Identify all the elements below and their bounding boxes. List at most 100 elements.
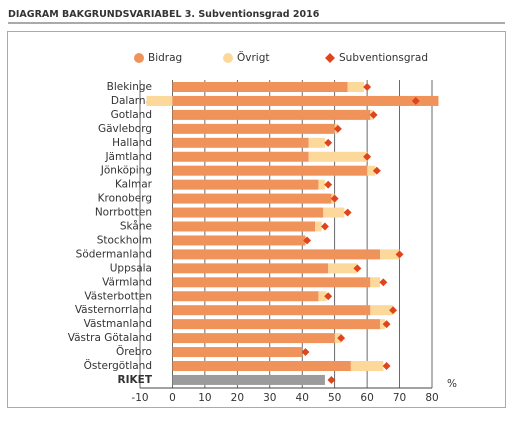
x-tick-label: -10 — [131, 392, 148, 404]
y-tick-label: RIKET — [118, 374, 153, 386]
y-tick-label: Kalmar — [115, 179, 153, 191]
y-tick-label: Jönköping — [100, 165, 152, 177]
bar — [315, 221, 322, 232]
x-tick-label: 0 — [169, 392, 176, 404]
marker — [324, 292, 333, 301]
bar — [370, 277, 381, 288]
y-tick-label: Östergötland — [84, 359, 152, 372]
chart-title-label: DIAGRAM BAKGRUNDSVARIABEL 3. Subventions… — [8, 9, 320, 20]
bar — [172, 374, 325, 385]
x-tick-label: 80 — [425, 392, 438, 404]
bar — [308, 151, 368, 162]
marker — [389, 306, 398, 315]
marker — [353, 264, 362, 273]
x-tick-label: 20 — [231, 392, 244, 404]
bar — [172, 123, 335, 134]
bar — [318, 179, 325, 190]
y-tick-label: Södermanland — [76, 248, 152, 260]
marker — [327, 375, 336, 384]
x-tick-label: 50 — [328, 392, 341, 404]
y-tick-label: Kronoberg — [98, 193, 152, 205]
bar — [172, 291, 319, 302]
x-tick-label: 70 — [393, 392, 406, 404]
marker — [301, 348, 310, 357]
bar — [367, 165, 376, 176]
legend-label: Subventionsgrad — [339, 52, 428, 64]
y-tick-label: Västmanland — [84, 318, 152, 330]
x-tick-label: 40 — [296, 392, 309, 404]
y-tick-label: Halland — [112, 137, 152, 149]
bar — [308, 137, 325, 148]
title-label: DIAGRAM BAKGRUNDSVARIABEL 3. — [8, 9, 195, 20]
marker — [382, 320, 391, 329]
marker — [324, 138, 333, 147]
y-tick-label: Skåne — [120, 220, 152, 233]
bar — [146, 95, 173, 106]
bar — [347, 82, 364, 92]
bar — [370, 305, 394, 316]
bar — [172, 95, 439, 106]
bar — [172, 263, 329, 274]
bar — [350, 361, 384, 371]
bar — [172, 347, 303, 358]
y-tick-label: Stockholm — [97, 234, 152, 246]
y-tick-label: Dalarna — [111, 95, 152, 107]
bar — [380, 319, 385, 330]
marker — [379, 278, 388, 287]
bar — [318, 291, 327, 302]
bar — [323, 207, 345, 218]
marker — [343, 208, 352, 217]
marker — [382, 362, 391, 370]
bar — [172, 193, 332, 204]
y-tick-label: Värmland — [102, 276, 152, 288]
y-tick-label: Gävleborg — [98, 123, 152, 135]
y-tick-label: Örebro — [116, 345, 152, 358]
bar — [172, 165, 368, 176]
marker — [303, 236, 312, 245]
bar — [172, 249, 381, 260]
bar — [172, 277, 371, 288]
bar — [172, 305, 371, 316]
bar — [172, 361, 351, 371]
marker — [363, 152, 372, 161]
bar — [172, 137, 309, 148]
bar — [380, 249, 400, 260]
bar — [172, 82, 348, 92]
frame — [7, 31, 506, 408]
marker — [324, 180, 333, 189]
marker — [363, 83, 372, 91]
bar — [172, 179, 319, 190]
legend-marker — [223, 53, 233, 63]
y-tick-label: Gotland — [111, 109, 152, 121]
bar — [172, 151, 309, 162]
legend-label: Övrigt — [237, 51, 270, 64]
x-tick-label: 10 — [198, 392, 211, 404]
y-tick-label: Jämtland — [104, 151, 152, 163]
bar — [172, 221, 316, 232]
bar — [172, 333, 335, 344]
y-tick-label: Västerbotten — [84, 290, 152, 302]
legend-marker — [325, 53, 335, 63]
marker — [337, 334, 346, 343]
x-tick-label: 60 — [360, 392, 373, 404]
marker — [330, 194, 339, 203]
marker — [320, 222, 329, 231]
y-tick-label: Norrbotten — [95, 207, 152, 219]
bar — [328, 263, 358, 274]
marker — [372, 166, 381, 175]
bar — [172, 109, 371, 120]
x-axis-label: % — [447, 378, 457, 390]
title: Subventionsgrad 2016 — [198, 9, 319, 20]
y-tick-label: Blekinge — [107, 81, 152, 93]
y-tick-label: Uppsala — [110, 262, 152, 274]
bar — [172, 207, 324, 218]
legend-marker — [134, 53, 144, 63]
legend-label: Bidrag — [148, 52, 182, 64]
y-tick-label: Västra Götaland — [68, 332, 152, 344]
bar — [172, 235, 306, 246]
y-tick-label: Västernorrland — [75, 304, 152, 316]
marker — [395, 250, 404, 259]
x-tick-label: 30 — [263, 392, 276, 404]
bar — [172, 319, 381, 330]
